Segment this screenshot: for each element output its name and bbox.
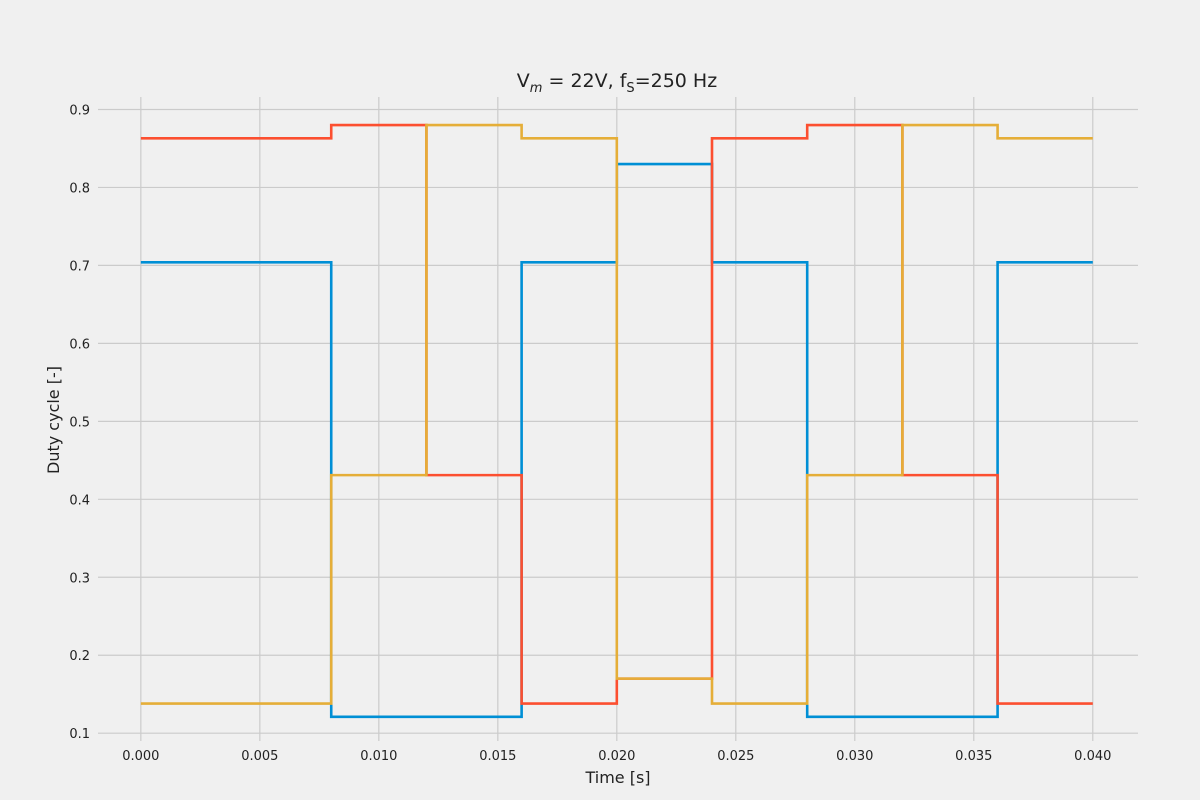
y-tick-label: 0.3 xyxy=(69,571,90,586)
y-tick-label: 0.4 xyxy=(69,493,90,508)
x-axis-label: Time [s] xyxy=(584,768,650,787)
x-tick-label: 0.020 xyxy=(598,749,635,764)
x-tick-label: 0.040 xyxy=(1074,749,1111,764)
x-tick-label: 0.005 xyxy=(241,749,278,764)
x-tick-label: 0.035 xyxy=(955,749,992,764)
series-layer xyxy=(140,123,1093,719)
y-tick-label: 0.7 xyxy=(69,259,90,274)
y-tick-label: 0.6 xyxy=(69,337,90,352)
y-tick-label: 0.5 xyxy=(69,415,90,430)
y-tick-label: 0.8 xyxy=(69,181,90,196)
x-tick-label: 0.030 xyxy=(836,749,873,764)
series-line-3 xyxy=(140,123,1093,705)
x-tick-label: 0.010 xyxy=(360,749,397,764)
y-axis-label: Duty cycle [-] xyxy=(44,366,63,474)
y-tick-label: 0.1 xyxy=(69,727,90,742)
tick-labels: 0.000 0.005 0.010 0.015 0.020 0.025 0.030 0.035… xyxy=(69,103,1111,764)
x-tick-label: 0.015 xyxy=(479,749,516,764)
chart-title: Vm = 22V, fS=250 Hz xyxy=(517,70,717,96)
x-tick-label: 0.025 xyxy=(717,749,754,764)
y-tick-label: 0.2 xyxy=(69,649,90,664)
y-tick-label: 0.9 xyxy=(69,103,90,118)
x-tick-label: 0.000 xyxy=(122,749,159,764)
